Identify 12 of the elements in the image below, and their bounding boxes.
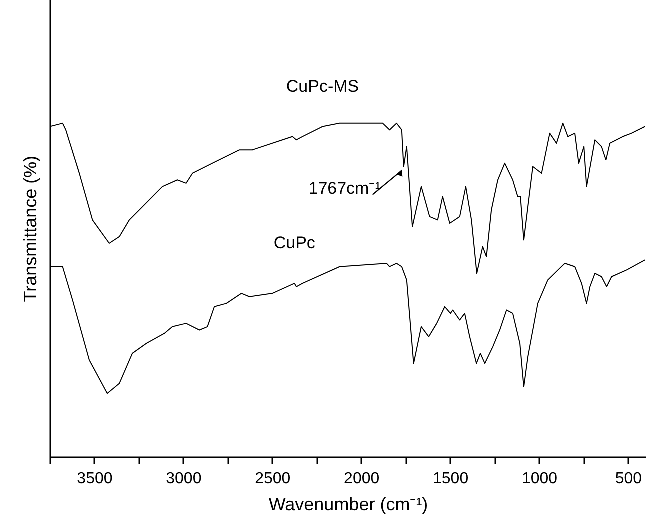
- x-tick-label: 1000: [522, 470, 558, 488]
- x-tick-label: 1500: [433, 470, 469, 488]
- x-tick-label: 2500: [255, 470, 291, 488]
- series-label: CuPc-MS: [286, 76, 360, 96]
- x-tick-label: 3500: [77, 470, 113, 488]
- x-tick-label: 500: [615, 470, 642, 488]
- annotation: 1767cm⁻¹: [308, 178, 382, 198]
- x-tick-label: 2000: [344, 470, 380, 488]
- x-axis-title: Wavenumber (cm⁻¹): [268, 494, 428, 514]
- series-label: CuPc: [274, 234, 316, 253]
- x-tick-label: 3000: [166, 470, 202, 488]
- y-axis-title: Transmittance (%): [20, 156, 40, 302]
